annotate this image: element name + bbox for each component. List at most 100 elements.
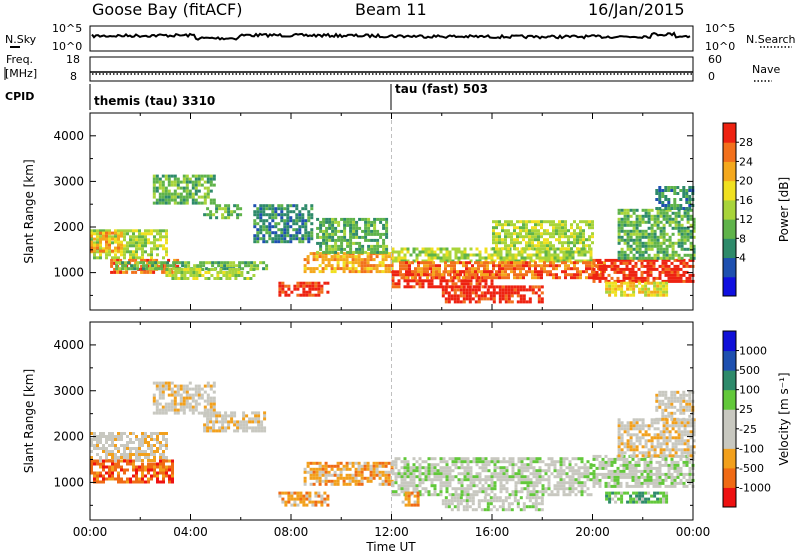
power-ytick-label: 3000: [53, 174, 84, 188]
velocity-region-4: [278, 491, 330, 507]
velocity-ytick-label: 3000: [53, 384, 84, 398]
power-region-13: [441, 285, 544, 304]
velocity-region-7: [441, 496, 544, 512]
power-region-12: [399, 261, 606, 280]
power-colorbar-tick: 8: [739, 232, 746, 245]
power-colorbar-swatch: [723, 142, 736, 162]
freq-label-2: [MHz]: [5, 67, 37, 80]
power-region-15: [592, 258, 695, 283]
power-ytick-label: 4000: [53, 129, 84, 143]
time-tick-label: 04:00: [173, 525, 208, 539]
velocity-region-9: [617, 418, 696, 458]
power-region-9: [316, 217, 389, 254]
power-region-10: [391, 247, 593, 263]
cpid-segment-1: themis (tau) 3310: [94, 94, 215, 108]
velocity-colorbar-tick: -500: [739, 462, 764, 475]
velocity-colorbar-swatch: [723, 350, 736, 371]
freq-tick-bottom: 8: [70, 70, 77, 83]
velocity-colorbar-swatch: [723, 467, 736, 488]
velocity-colorbar-tick: -1000: [739, 481, 771, 494]
cpid-row: CPID themis (tau) 3310 tau (fast) 503: [5, 82, 488, 110]
power-colorbar-tick: 16: [739, 194, 753, 207]
velocity-colorbar-tick: -100: [739, 442, 764, 455]
time-axis-label: Time UT: [365, 540, 416, 554]
velocity-colorbar-swatch: [723, 487, 736, 508]
velocity-colorbar-swatch: [723, 409, 736, 430]
velocity-region-11: [605, 491, 669, 504]
time-axis: 00:00 04:00 08:00 12:00 16:00 20:00 00:00: [73, 525, 711, 539]
power-region-7: [278, 281, 330, 297]
velocity-region-6: [391, 457, 593, 497]
velocity-colorbar-tick: 100: [739, 384, 760, 397]
power-ytick-label: 2000: [53, 220, 84, 234]
power-colorbar-swatch: [723, 123, 736, 143]
velocity-colorbar-swatch: [723, 389, 736, 410]
power-colorbar-tick: 24: [739, 155, 753, 168]
nsearch-tick-top: 10^5: [705, 22, 735, 35]
power-region-4: [203, 204, 243, 220]
power-colorbar-tick: 12: [739, 213, 753, 226]
cpid-segment-2: tau (fast) 503: [395, 82, 488, 96]
beam-title: Beam 11: [355, 0, 427, 19]
power-colorbar-swatch: [723, 219, 736, 239]
nave-tick-top: 60: [708, 53, 722, 66]
nsky-tick-bottom: 10^0: [52, 40, 82, 53]
velocity-region-8: [592, 454, 695, 488]
power-region-3: [152, 174, 216, 205]
time-tick-label: 20:00: [575, 525, 610, 539]
power-region-18: [253, 204, 314, 244]
velocity-region-2: [152, 381, 216, 415]
velocity-colorbar-tick: 25: [739, 403, 753, 416]
velocity-colorbar-tick: 500: [739, 364, 760, 377]
power-region-0: [90, 229, 168, 260]
time-tick-label: 00:00: [73, 525, 108, 539]
power-colorbar-tick: 28: [739, 136, 753, 149]
freq-strip: Freq. [MHz] 18 8 60 0 Nave: [4, 53, 780, 83]
power-colorbar-label: Power [dB]: [777, 177, 791, 242]
velocity-colorbar-swatch: [723, 428, 736, 449]
velocity-ytick-label: 2000: [53, 430, 84, 444]
noise-line: [91, 31, 691, 41]
velocity-colorbar-label: Velocity [m s⁻¹]: [777, 372, 791, 465]
power-region-16: [617, 208, 696, 260]
velocity-region-3: [203, 411, 267, 433]
power-region-17: [655, 186, 695, 210]
power-heatmap-cells: [90, 174, 696, 304]
velocity-region-10: [655, 390, 695, 421]
power-colorbar-tick: 20: [739, 175, 753, 188]
power-region-6: [165, 268, 256, 280]
power-panel: 4000 3000 2000 1000 Slant Range [km] 28 24 20 16…: [22, 112, 791, 311]
power-region-19: [605, 281, 669, 297]
power-ytick-label: 1000: [53, 266, 84, 280]
time-tick-label: 08:00: [274, 525, 309, 539]
power-colorbar-swatch: [723, 161, 736, 182]
velocity-colorbar-swatch: [723, 448, 736, 469]
power-region-8: [303, 252, 394, 274]
velocity-ytick-label: 1000: [53, 475, 84, 489]
power-colorbar-swatch: [723, 257, 736, 278]
time-tick-label: 00:00: [676, 525, 711, 539]
power-region-5: [115, 261, 269, 271]
nsky-label: N.Sky: [5, 33, 37, 46]
power-region-14: [492, 220, 594, 251]
power-colorbar-swatch: [723, 238, 736, 259]
nsky-tick-top: 10^5: [52, 22, 82, 35]
power-colorbar: 28 24 20 16 12 8 4 Power [dB]: [722, 122, 791, 297]
freq-label-1: Freq.: [6, 53, 33, 66]
power-colorbar-swatch: [723, 199, 736, 220]
nave-tick-bottom: 0: [708, 70, 715, 83]
date-title: 16/Jan/2015: [588, 0, 685, 19]
velocity-ytick-label: 4000: [53, 338, 84, 352]
nsearch-tick-bottom: 10^0: [705, 40, 735, 53]
power-colorbar-tick: 4: [739, 252, 746, 265]
nsearch-label: N.Search: [746, 33, 796, 46]
time-tick-label: 16:00: [475, 525, 510, 539]
velocity-colorbar-tick: -25: [739, 423, 757, 436]
velocity-region-0: [90, 432, 168, 462]
power-colorbar-swatch: [723, 276, 736, 297]
velocity-region-5: [303, 461, 394, 486]
noise-strip: N.Sky 10^5 10^0 10^5 10^0 N.Search: [5, 22, 796, 53]
velocity-region-12: [401, 491, 420, 507]
